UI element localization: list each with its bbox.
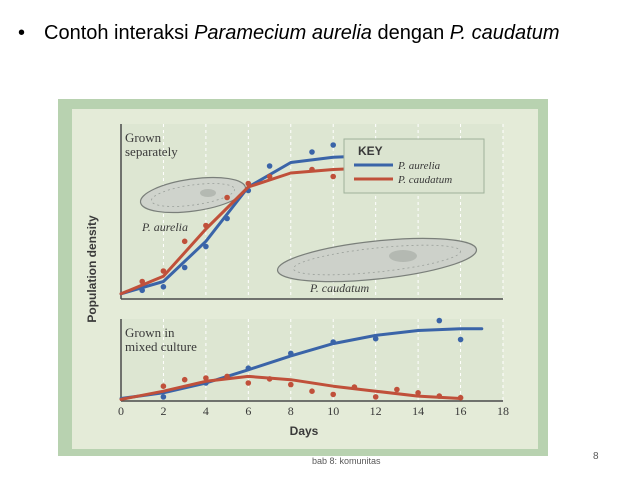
series-line-1-p-caudatum (119, 374, 463, 401)
title-species-b: P. caudatum (449, 22, 560, 44)
title-species-a: Paramecium aurelia (194, 22, 372, 44)
data-point-1-p-caudatum-9 (351, 384, 358, 390)
bullet-dot: • (18, 22, 26, 44)
x-tick-label-16: 16 (455, 404, 467, 418)
page-number: 8 (593, 451, 599, 462)
x-tick-label-8: 8 (288, 404, 294, 418)
panel-label-1-0: Grown in (125, 325, 175, 340)
data-point-1-p-caudatum-6 (288, 381, 294, 388)
caudatum-illustration (276, 237, 478, 283)
legend-label-caudatum: P. caudatum (397, 174, 452, 186)
data-point-1-p-aurelia-7 (457, 336, 464, 343)
data-point-0-p-caudatum-0 (139, 278, 145, 285)
data-point-1-p-caudatum-11 (394, 386, 400, 393)
data-point-0-p-aurelia-1 (160, 284, 167, 290)
data-point-1-p-caudatum-3 (224, 373, 230, 380)
data-point-0-p-aurelia-7 (309, 149, 315, 155)
data-point-1-p-aurelia-0 (160, 394, 167, 400)
data-point-0-p-aurelia-0 (139, 287, 145, 294)
title-prefix: Contoh interaksi (44, 22, 195, 44)
data-point-0-p-aurelia-3 (203, 243, 209, 250)
data-point-0-p-caudatum-7 (309, 166, 315, 173)
data-point-0-p-caudatum-8 (330, 173, 337, 180)
data-point-1-p-caudatum-5 (266, 376, 273, 382)
data-point-1-p-caudatum-14 (457, 394, 464, 401)
legend: KEY P. aurelia P. caudatum (343, 138, 485, 194)
x-tick-label-4: 4 (203, 404, 209, 418)
data-point-0-p-aurelia-4 (224, 215, 230, 222)
x-tick-label-0: 0 (118, 404, 124, 418)
footer-text: bab 8: komunitas (312, 456, 381, 466)
panel-label-1-1: mixed culture (125, 339, 197, 354)
series-line-1-p-aurelia (119, 327, 484, 400)
x-tick-label-10: 10 (327, 404, 339, 418)
panel-label-0-0: Grown (125, 130, 162, 145)
illustration-layer (139, 176, 478, 283)
data-point-1-p-caudatum-13 (436, 393, 443, 399)
text-layer: 0 2 4 6 8 10 12 14 16 18 Days Population density Gro… (85, 130, 509, 438)
data-point-1-p-caudatum-1 (181, 376, 188, 383)
data-point-0-p-caudatum-1 (160, 268, 167, 274)
data-point-1-p-aurelia-2 (245, 365, 252, 372)
illustration-label-1: P. caudatum (309, 281, 369, 295)
x-axis-label: Days (290, 424, 319, 438)
aurelia-illustration (139, 176, 247, 214)
data-point-0-p-aurelia-2 (181, 264, 188, 271)
data-point-0-p-caudatum-5 (245, 180, 252, 187)
data-point-0-p-caudatum-4 (224, 194, 230, 201)
data-point-0-p-caudatum-6 (266, 173, 273, 180)
illustration-label-0: P. aurelia (141, 220, 188, 234)
slide-bullet: • Contoh interaksi Paramecium aurelia de… (18, 20, 618, 47)
data-point-1-p-caudatum-8 (330, 391, 337, 398)
y-axis-label: Population density (85, 215, 99, 323)
data-point-1-p-aurelia-6 (436, 317, 443, 324)
data-point-0-p-aurelia-8 (330, 142, 337, 148)
data-point-1-p-aurelia-4 (330, 339, 337, 345)
data-point-1-p-aurelia-5 (372, 335, 379, 342)
data-point-1-p-aurelia-3 (288, 350, 294, 357)
legend-title: KEY (358, 144, 383, 158)
x-tick-label-6: 6 (245, 404, 251, 418)
legend-label-aurelia: P. aurelia (397, 160, 441, 172)
title-middle: dengan (371, 22, 450, 44)
data-point-0-p-caudatum-3 (203, 222, 209, 229)
data-point-1-p-caudatum-2 (203, 375, 209, 381)
x-tick-label-14: 14 (412, 404, 424, 418)
x-tick-label-12: 12 (370, 404, 382, 418)
x-tick-label-2: 2 (160, 404, 166, 418)
data-point-1-p-caudatum-10 (372, 394, 379, 400)
slide-title: Contoh interaksi Paramecium aurelia deng… (18, 20, 618, 47)
x-tick-label-18: 18 (497, 404, 509, 418)
data-point-1-p-caudatum-4 (245, 380, 252, 386)
data-point-0-p-aurelia-6 (266, 163, 273, 169)
data-point-0-p-caudatum-2 (181, 238, 188, 245)
data-point-1-p-caudatum-7 (309, 388, 315, 395)
panel-label-0-1: separately (125, 144, 178, 159)
data-point-1-p-caudatum-0 (160, 383, 167, 390)
population-figure: 0 2 4 6 8 10 12 14 16 18 Days Population density Gro… (58, 99, 548, 456)
data-point-1-p-caudatum-12 (415, 390, 421, 396)
